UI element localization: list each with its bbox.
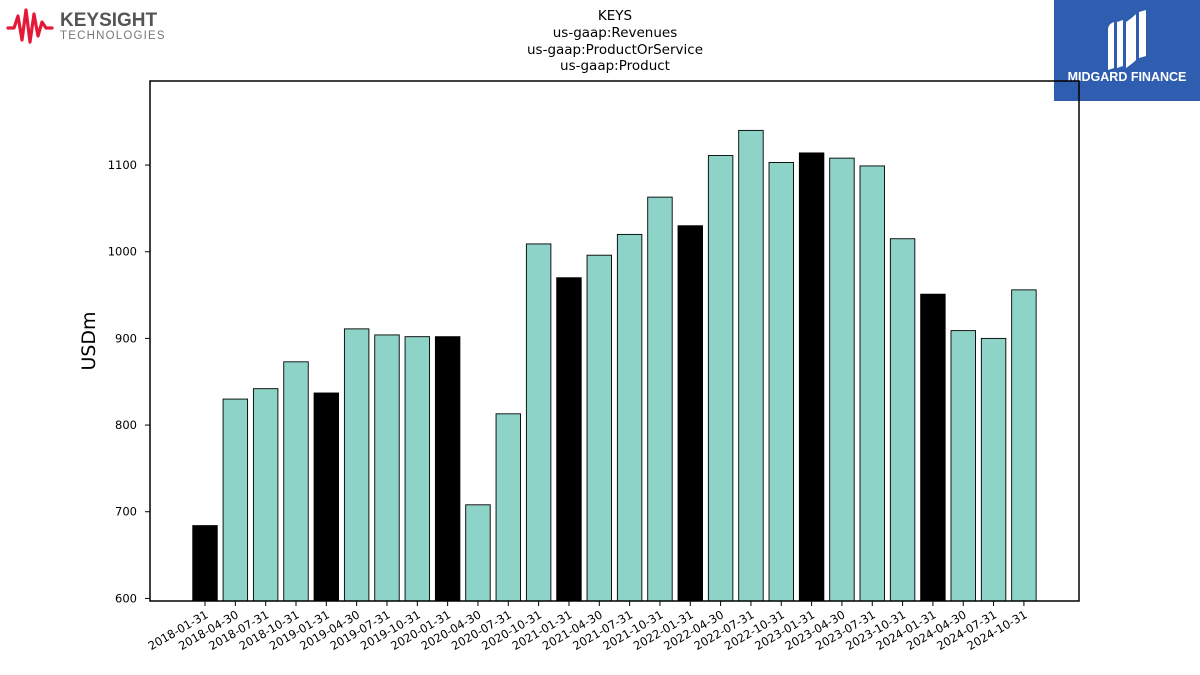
chart-title-line-1: KEYS [598, 8, 632, 24]
bar-2022-07-31 [738, 129, 764, 602]
bar-2019-04-30 [343, 328, 370, 602]
bar-series [192, 129, 1037, 602]
chart-title-line-4: us-gaap:Product [560, 58, 670, 74]
midgard-logo-name: MIDGARD FINANCE [1068, 70, 1187, 84]
keysight-wave-icon [6, 8, 54, 44]
bar-2018-10-31 [283, 361, 309, 602]
bar-2022-01-31 [677, 225, 703, 602]
bar-2023-04-30 [829, 157, 855, 602]
bar-2021-07-31 [616, 233, 643, 602]
bar-2022-10-31 [768, 162, 794, 602]
chart-title-line-2: us-gaap:Revenues [553, 25, 678, 41]
bar-2021-01-31 [556, 277, 582, 602]
bar-2024-07-31 [980, 337, 1007, 602]
chart-title: KEYS us-gaap:Revenues us-gaap:ProductOrS… [527, 8, 703, 74]
bar-2022-04-30 [707, 155, 734, 602]
bar-2018-07-31 [252, 388, 279, 602]
keysight-logo-sub: TECHNOLOGIES [60, 30, 166, 42]
bar-2020-01-31 [434, 336, 461, 602]
bar-2018-01-31 [192, 525, 218, 602]
keysight-logo-name: KEYSIGHT [60, 10, 158, 31]
y-tick-label-800: 800 [115, 418, 137, 432]
bar-2024-04-30 [950, 330, 976, 602]
y-axis-label: USDm [78, 311, 100, 370]
bar-2023-10-31 [889, 238, 916, 602]
bar-2020-07-31 [495, 413, 521, 602]
y-axis: 600 700 800 900 1000 1100 [108, 158, 150, 605]
bar-2018-04-30 [222, 398, 249, 602]
bar-2019-01-31 [313, 392, 340, 602]
bar-2020-04-30 [465, 504, 491, 602]
keysight-logo: KEYSIGHT TECHNOLOGIES [6, 6, 176, 46]
bar-2020-10-31 [525, 243, 552, 602]
bar-2019-07-31 [374, 334, 400, 602]
bar-2024-01-31 [920, 293, 946, 602]
y-tick-label-900: 900 [115, 331, 137, 345]
bar-2023-07-31 [859, 165, 885, 602]
midgard-mark-icon [1108, 10, 1146, 70]
y-tick-label-600: 600 [115, 591, 137, 605]
bar-2021-04-30 [586, 254, 612, 602]
bar-2021-10-31 [647, 196, 673, 602]
y-tick-label-1000: 1000 [108, 245, 137, 259]
bar-2019-10-31 [404, 336, 431, 602]
chart-title-line-3: us-gaap:ProductOrService [527, 42, 703, 58]
bar-2024-10-31 [1011, 289, 1037, 602]
x-axis: 2018-01-312018-04-302018-07-312018-10-31… [146, 601, 1029, 653]
y-tick-label-700: 700 [115, 505, 137, 519]
y-tick-label-1100: 1100 [108, 158, 137, 172]
plot-frame [149, 80, 1080, 602]
bar-2023-01-31 [798, 152, 825, 602]
